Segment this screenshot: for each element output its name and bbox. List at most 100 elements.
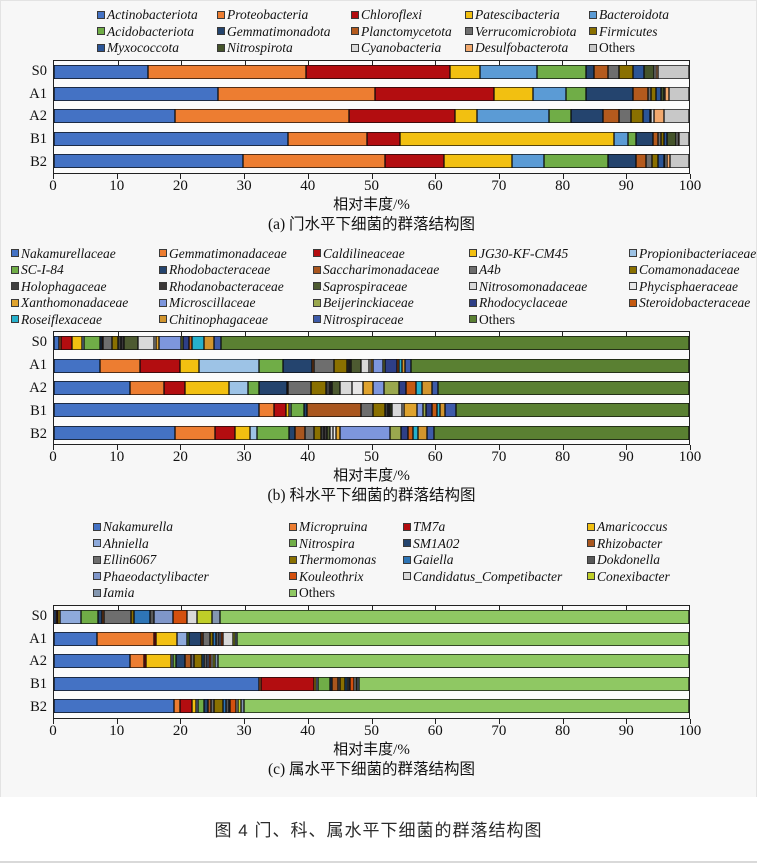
legend-swatch-icon xyxy=(587,555,595,564)
bar-segment xyxy=(340,380,352,395)
bar-row xyxy=(54,632,689,647)
legend-label: Proteobacteria xyxy=(227,7,309,22)
legend-item: Rhodanobacteraceae xyxy=(159,279,311,295)
bar-segment xyxy=(400,131,615,146)
legend-swatch-icon xyxy=(313,298,321,307)
legend-label: Others xyxy=(299,585,335,600)
bar-segment xyxy=(333,358,347,373)
bar-segment xyxy=(566,87,587,102)
legend-item: Acidobacteriota xyxy=(97,24,215,40)
bar-segment xyxy=(54,699,174,714)
bar-segment xyxy=(359,676,689,691)
bar-segment xyxy=(314,425,321,440)
bar-segment xyxy=(417,425,428,440)
bar-segment xyxy=(398,380,407,395)
legend-label: Holophagaceae xyxy=(21,278,107,294)
legend-swatch-icon xyxy=(313,282,321,291)
bar-segment xyxy=(194,654,202,669)
bar-segment xyxy=(150,609,154,624)
bar-segment xyxy=(219,632,221,647)
bar-segment xyxy=(54,609,56,624)
bar-segment xyxy=(417,403,424,418)
stacked-bar xyxy=(54,654,689,669)
legend: Nakamurellaceae Gemmatimonadaceae Caldilin… xyxy=(11,246,756,328)
legend-swatch-icon xyxy=(11,315,19,324)
legend-item: Conexibacter xyxy=(587,569,730,585)
top-tick xyxy=(498,60,500,65)
legend-label: Gemmatimonadota xyxy=(227,23,331,39)
category-label: S0 xyxy=(31,607,47,624)
axis-tick-label: 30 xyxy=(236,722,252,739)
bar-segment xyxy=(229,380,248,395)
axis-tick-label: 10 xyxy=(109,177,125,194)
bar-segment xyxy=(663,109,689,124)
legend-swatch-icon xyxy=(11,298,19,307)
bar-segment xyxy=(208,654,211,669)
bar-segment xyxy=(304,403,307,418)
legend-item: Firmicutes xyxy=(589,24,738,40)
legend-swatch-icon xyxy=(465,43,473,52)
bar-segment xyxy=(54,380,130,395)
axis-tick-label: 60 xyxy=(427,449,443,465)
top-tick xyxy=(371,605,373,610)
bar-segment xyxy=(329,380,333,395)
bar-segment xyxy=(450,64,481,79)
bar-row xyxy=(54,699,689,714)
chart-subcaption: (b) 科水平下细菌的群落结构图 xyxy=(267,487,476,504)
bar-segment xyxy=(282,358,313,373)
legend-swatch-icon xyxy=(589,27,597,36)
legend-swatch-icon xyxy=(159,298,167,307)
bar-segment xyxy=(480,64,537,79)
legend-swatch-icon xyxy=(587,539,595,548)
bar-row xyxy=(54,403,689,418)
bar-segment xyxy=(333,425,337,440)
bar-segment xyxy=(274,403,286,418)
bar-segment xyxy=(346,358,350,373)
bar-segment xyxy=(390,425,402,440)
bar-row xyxy=(54,425,689,440)
bar-segment xyxy=(387,403,390,418)
bar-segment xyxy=(175,109,349,124)
bar-segment xyxy=(217,654,689,669)
bar-segment xyxy=(422,380,432,395)
bar-segment xyxy=(223,699,226,714)
top-tick xyxy=(244,605,246,610)
figure-caption-strip: 图 4 门、科、属水平下细菌的群落结构图 xyxy=(0,796,757,863)
top-tick xyxy=(308,332,309,336)
bar-segment xyxy=(385,154,444,169)
legend-item: TM7a xyxy=(403,519,585,535)
bar-segment xyxy=(204,699,208,714)
category-label: B2 xyxy=(30,425,47,442)
stacked-bar xyxy=(54,403,689,418)
bar-segment xyxy=(153,609,173,624)
bar-segment xyxy=(54,676,260,691)
legend-swatch-icon xyxy=(587,572,595,581)
x-axis: 0 10 20 30 40 50 60 70 80 90 100 xyxy=(49,173,701,196)
legend-label: Myxococcota xyxy=(107,40,179,55)
bar-segment xyxy=(206,654,209,669)
bar-segment xyxy=(423,403,426,418)
bar-segment xyxy=(679,131,689,146)
axis-tick-label: 90 xyxy=(618,177,634,194)
axis-tick xyxy=(244,718,246,724)
axis-tick xyxy=(690,173,691,179)
bar-row xyxy=(54,154,689,169)
bar-segment xyxy=(372,403,386,418)
bar-segment xyxy=(654,109,664,124)
axis-tick-label: 70 xyxy=(491,722,507,739)
chart-c-genus: Nakamurella Micropruina TM7a Amaricoccus Ahn… xyxy=(1,519,756,781)
x-axis: 0 10 20 30 40 50 60 70 80 90 100 xyxy=(49,718,701,741)
bar-segment xyxy=(401,425,408,440)
bar-segment xyxy=(647,87,652,102)
axis-tick-label: 70 xyxy=(491,449,507,465)
legend-swatch-icon xyxy=(289,572,297,581)
bar-segment xyxy=(189,632,201,647)
axis-tick xyxy=(53,173,54,179)
bar-segment xyxy=(373,380,385,395)
bar-segment xyxy=(235,699,239,714)
stacked-bar xyxy=(54,358,689,373)
legend-item: Caldilineaceae xyxy=(313,246,467,262)
top-tick xyxy=(181,605,182,610)
bar-segment xyxy=(60,336,73,351)
bar-segment xyxy=(348,109,455,124)
